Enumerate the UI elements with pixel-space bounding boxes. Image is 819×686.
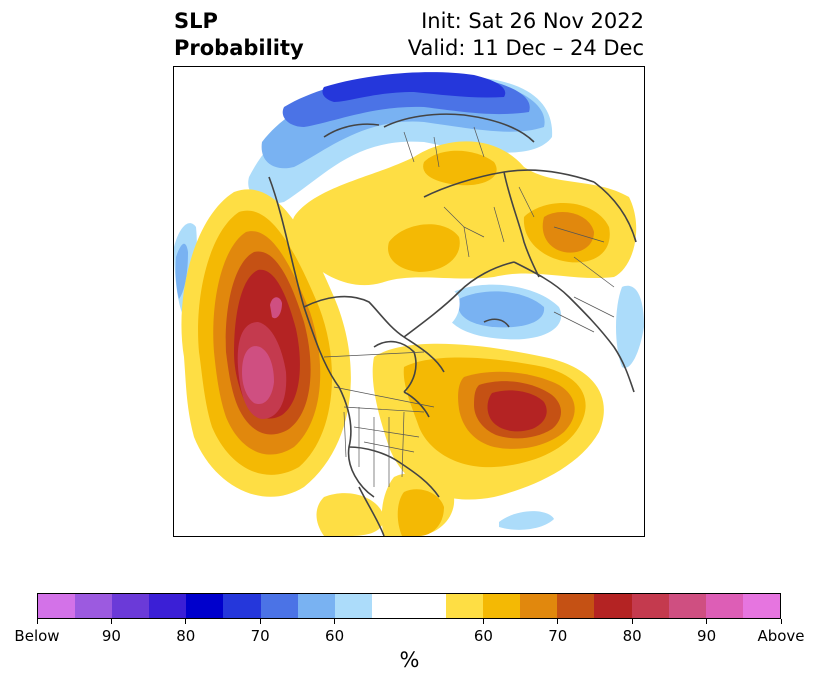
colorbar-tick-label: 60 (473, 627, 493, 645)
political-borders (323, 126, 615, 487)
colorbar-tick-label: Below (14, 627, 60, 645)
colorbar-tickmark (185, 619, 187, 624)
colorbar-label: % (399, 648, 420, 672)
title-variable: SLP (174, 9, 218, 33)
colorbar-segment (705, 594, 743, 618)
title-product: Probability (174, 36, 304, 60)
colorbar-segment (223, 594, 261, 618)
colorbar-tick-label: 80 (622, 627, 642, 645)
map-panel (173, 66, 645, 537)
colorbar-tickmark (334, 619, 336, 624)
colorbar-segment (446, 594, 484, 618)
colorbar-tick-label: 70 (250, 627, 270, 645)
colorbar-tick-label: 70 (548, 627, 568, 645)
colorbar-segment (520, 594, 558, 618)
init-date: Init: Sat 26 Nov 2022 (421, 9, 644, 33)
colorbar-tickmark (631, 619, 633, 624)
colorbar-tick-label: Above (757, 627, 805, 645)
colorbar-tick-label: 80 (176, 627, 196, 645)
colorbar-tickmark (482, 619, 484, 624)
colorbar-tickmark (36, 619, 38, 624)
colorbar-segment (371, 594, 447, 618)
colorbar-segment (75, 594, 113, 618)
colorbar-tickmark (557, 619, 559, 624)
colorbar-tickmark (706, 619, 708, 624)
coastlines (268, 113, 637, 536)
colorbar-tick-label: 90 (101, 627, 121, 645)
colorbar-tick-label: 60 (325, 627, 345, 645)
title-right: Init: Sat 26 Nov 2022 Valid: 11 Dec – 24… (408, 8, 644, 62)
colorbar-segment (594, 594, 632, 618)
colorbar-segment (149, 594, 187, 618)
colorbar-segment (38, 594, 76, 618)
colorbar-segment (186, 594, 224, 618)
colorbar-segment (668, 594, 706, 618)
colorbar-segment (334, 594, 372, 618)
colorbar-tickmark (259, 619, 261, 624)
colorbar-segment (112, 594, 150, 618)
valid-range: Valid: 11 Dec – 24 Dec (407, 36, 644, 60)
title-left: SLP Probability (174, 8, 304, 62)
colorbar-tick-label: 90 (697, 627, 717, 645)
colorbar-segment (483, 594, 521, 618)
colorbar-segment (631, 594, 669, 618)
colorbar-tickmark (110, 619, 112, 624)
colorbar-segment (297, 594, 335, 618)
probability-field (174, 72, 644, 536)
colorbar-segment (557, 594, 595, 618)
colorbar (37, 593, 781, 619)
colorbar-segment (260, 594, 298, 618)
colorbar-tickmark (780, 619, 782, 624)
colorbar-segment (742, 594, 780, 618)
probability-map (174, 72, 644, 536)
